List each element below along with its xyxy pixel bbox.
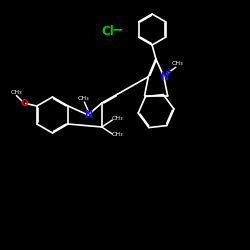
Text: CH₃: CH₃ — [11, 90, 23, 94]
Text: Cl: Cl — [101, 25, 114, 38]
Text: CH₃: CH₃ — [172, 61, 184, 66]
Text: N: N — [160, 72, 168, 82]
Text: N: N — [84, 110, 92, 120]
Text: −: − — [111, 22, 123, 36]
Text: CH₃: CH₃ — [78, 96, 90, 100]
Text: CH₃: CH₃ — [112, 116, 124, 121]
Text: O: O — [20, 99, 28, 108]
Text: +: + — [165, 67, 173, 77]
Text: CH₃: CH₃ — [112, 132, 124, 138]
